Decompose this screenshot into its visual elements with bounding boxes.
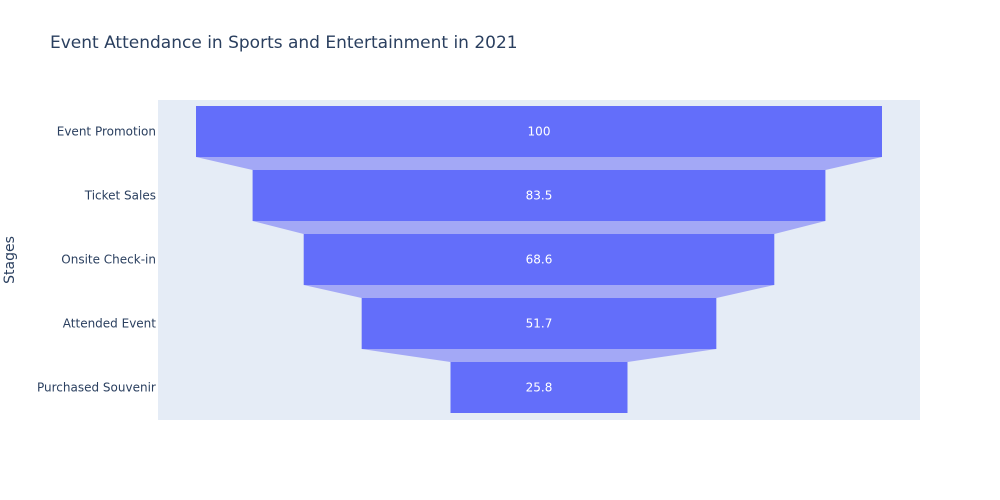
funnel-bars: [196, 106, 882, 413]
funnel-connector: [361, 349, 717, 362]
funnel-bar: [252, 170, 826, 221]
funnel-bar: [303, 234, 775, 285]
category-label: Ticket Sales: [84, 189, 156, 203]
bar-value-label: 51.7: [526, 317, 553, 331]
funnel-connector: [303, 285, 775, 298]
category-label: Onsite Check-in: [61, 253, 156, 267]
bar-value-label: 100: [528, 125, 551, 139]
funnel-bar: [450, 362, 628, 413]
category-labels: Event Promotion Ticket Sales Onsite Check-…: [37, 125, 156, 395]
funnel-connector: [252, 221, 826, 234]
funnel-connector: [196, 157, 882, 170]
funnel-connectors: [196, 157, 882, 362]
category-label: Purchased Souvenir: [37, 381, 156, 395]
category-label: Event Promotion: [57, 125, 156, 139]
category-label: Attended Event: [63, 317, 157, 331]
bar-value-label: 83.5: [526, 189, 553, 203]
funnel-bar: [361, 298, 717, 349]
chart-title: Event Attendance in Sports and Entertain…: [50, 33, 518, 53]
bar-value-label: 68.6: [526, 253, 553, 267]
bar-value-label: 25.8: [526, 381, 553, 395]
funnel-bar: [196, 106, 882, 157]
y-axis-title: Stages: [2, 236, 18, 284]
value-labels: 100 83.5 68.6 51.7 25.8: [526, 125, 553, 395]
